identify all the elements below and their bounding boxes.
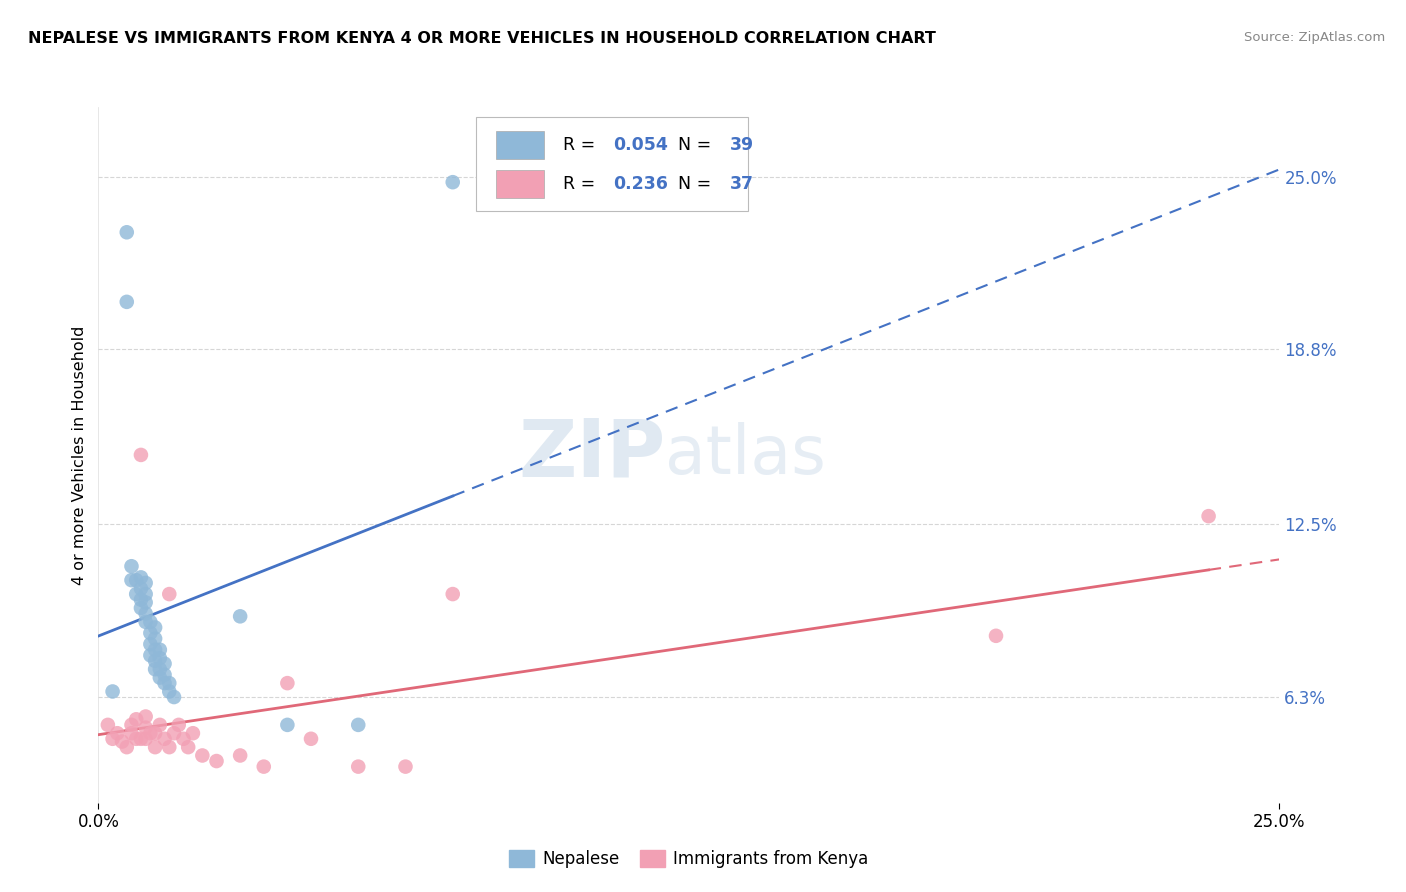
Point bbox=[157, 587, 180, 601]
Point bbox=[135, 587, 157, 601]
Point bbox=[157, 740, 180, 755]
Point bbox=[101, 731, 124, 746]
Point bbox=[149, 718, 172, 732]
Point bbox=[157, 676, 180, 690]
Point bbox=[149, 651, 172, 665]
Point bbox=[143, 726, 166, 740]
Point bbox=[129, 592, 152, 607]
Point bbox=[129, 601, 152, 615]
Point bbox=[149, 642, 172, 657]
Point bbox=[143, 740, 166, 755]
Point bbox=[135, 615, 157, 629]
Point bbox=[129, 731, 152, 746]
FancyBboxPatch shape bbox=[477, 118, 748, 211]
Point bbox=[135, 607, 157, 621]
Point bbox=[163, 726, 186, 740]
Point bbox=[139, 726, 162, 740]
Point bbox=[135, 576, 157, 591]
Text: 37: 37 bbox=[730, 175, 754, 194]
Point bbox=[121, 573, 143, 587]
Point bbox=[135, 721, 157, 735]
Point bbox=[394, 759, 416, 773]
Point bbox=[125, 712, 148, 726]
Point bbox=[143, 654, 166, 668]
Point bbox=[139, 626, 162, 640]
Point bbox=[149, 662, 172, 676]
Text: ZIP: ZIP bbox=[517, 416, 665, 494]
Point bbox=[121, 726, 143, 740]
Text: R =: R = bbox=[562, 175, 600, 194]
Legend: Nepalese, Immigrants from Kenya: Nepalese, Immigrants from Kenya bbox=[503, 843, 875, 874]
FancyBboxPatch shape bbox=[496, 170, 544, 198]
Point bbox=[347, 718, 370, 732]
Text: 39: 39 bbox=[730, 136, 755, 153]
Point bbox=[135, 731, 157, 746]
Text: N =: N = bbox=[666, 175, 716, 194]
Point bbox=[105, 726, 128, 740]
Point bbox=[149, 671, 172, 685]
Point bbox=[121, 718, 143, 732]
Point bbox=[984, 629, 1007, 643]
Point bbox=[229, 609, 252, 624]
Point bbox=[191, 748, 214, 763]
Point bbox=[125, 731, 148, 746]
Point bbox=[347, 759, 370, 773]
Point bbox=[97, 718, 120, 732]
Point bbox=[441, 587, 464, 601]
Point bbox=[143, 632, 166, 646]
Point bbox=[205, 754, 228, 768]
Point bbox=[121, 559, 143, 574]
Point bbox=[139, 637, 162, 651]
Point bbox=[172, 731, 194, 746]
Point bbox=[143, 620, 166, 634]
Text: 0.236: 0.236 bbox=[613, 175, 668, 194]
Point bbox=[177, 740, 200, 755]
FancyBboxPatch shape bbox=[496, 131, 544, 159]
Text: R =: R = bbox=[562, 136, 600, 153]
Point bbox=[167, 718, 190, 732]
Point bbox=[181, 726, 204, 740]
Point bbox=[135, 595, 157, 609]
Point bbox=[125, 573, 148, 587]
Point bbox=[115, 294, 138, 309]
Point bbox=[153, 657, 176, 671]
Point bbox=[153, 731, 176, 746]
Point bbox=[125, 587, 148, 601]
Point bbox=[129, 570, 152, 584]
Point bbox=[163, 690, 186, 704]
Point bbox=[115, 225, 138, 239]
Text: Source: ZipAtlas.com: Source: ZipAtlas.com bbox=[1244, 31, 1385, 45]
Text: 0.054: 0.054 bbox=[613, 136, 668, 153]
Point bbox=[139, 615, 162, 629]
Point bbox=[139, 648, 162, 663]
Point bbox=[1198, 509, 1220, 524]
Point bbox=[253, 759, 276, 773]
Text: atlas: atlas bbox=[665, 422, 827, 488]
Point bbox=[153, 676, 176, 690]
Y-axis label: 4 or more Vehicles in Household: 4 or more Vehicles in Household bbox=[72, 326, 87, 584]
Point bbox=[143, 642, 166, 657]
Point bbox=[129, 582, 152, 596]
Point bbox=[153, 667, 176, 681]
Point bbox=[129, 448, 152, 462]
Point bbox=[157, 684, 180, 698]
Point bbox=[101, 684, 124, 698]
Point bbox=[276, 676, 298, 690]
Point bbox=[299, 731, 322, 746]
Point bbox=[143, 662, 166, 676]
Point bbox=[441, 175, 464, 189]
Point bbox=[115, 740, 138, 755]
Text: NEPALESE VS IMMIGRANTS FROM KENYA 4 OR MORE VEHICLES IN HOUSEHOLD CORRELATION CH: NEPALESE VS IMMIGRANTS FROM KENYA 4 OR M… bbox=[28, 31, 936, 46]
Point bbox=[229, 748, 252, 763]
Point bbox=[276, 718, 298, 732]
Text: N =: N = bbox=[666, 136, 716, 153]
Point bbox=[135, 709, 157, 723]
Point bbox=[111, 734, 134, 748]
